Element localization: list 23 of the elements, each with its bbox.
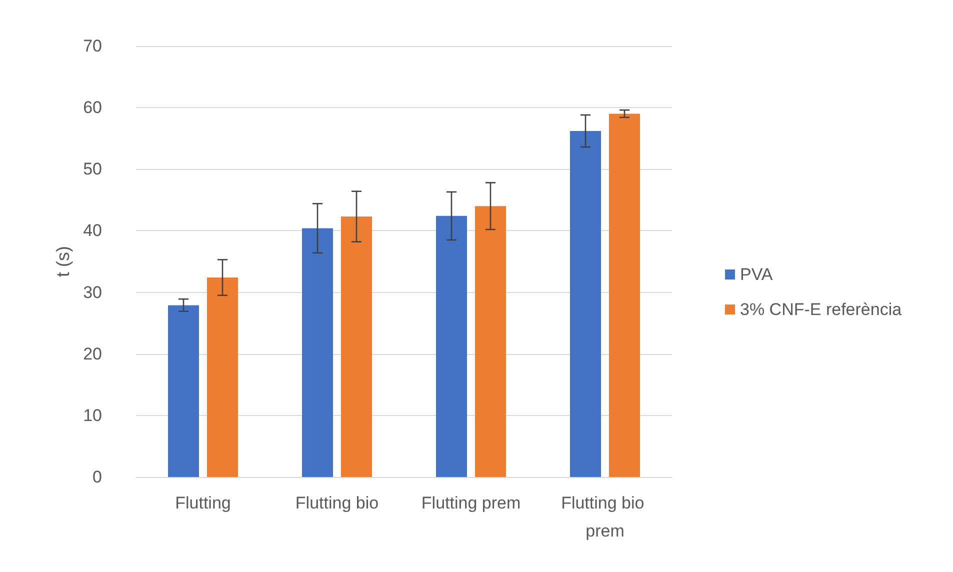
bar: [475, 206, 506, 477]
y-tick-label: 10: [83, 406, 102, 425]
y-tick-label: 30: [83, 282, 102, 302]
bar: [168, 305, 199, 477]
y-tick-label: 50: [83, 160, 102, 179]
x-tick-label: Flutting bio prem: [561, 494, 649, 540]
x-tick-label: Flutting bio: [295, 494, 379, 512]
y-tick-label: 20: [83, 344, 102, 364]
bar: [436, 216, 467, 477]
bar: [207, 278, 238, 477]
y-axis-title: t (s): [53, 246, 74, 277]
x-tick-label: Flutting: [175, 494, 231, 512]
y-tick-label: 40: [83, 221, 102, 240]
legend-label: 3% CNF-E referència: [740, 300, 902, 319]
bar: [341, 216, 372, 477]
bar: [609, 114, 640, 477]
bar: [570, 130, 601, 477]
y-tick-label: 60: [83, 98, 102, 118]
x-tick-label: Flutting prem: [421, 494, 521, 512]
bar: [302, 228, 333, 477]
y-tick-label: 0: [92, 468, 102, 486]
y-tick-label: 70: [83, 36, 102, 56]
legend-label: PVA: [740, 265, 774, 284]
